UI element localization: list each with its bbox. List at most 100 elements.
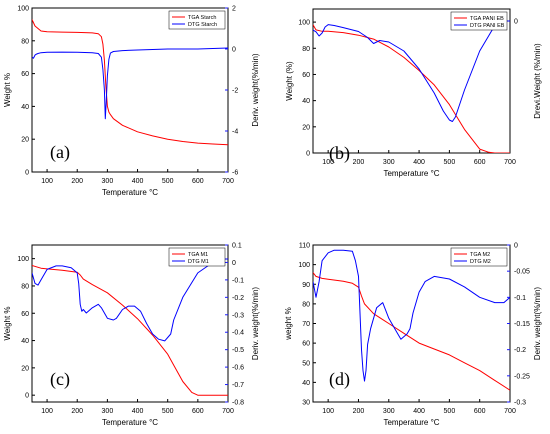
y-right-tick-label: -0.5 (232, 347, 244, 354)
y-right-tick-label: -0.1 (514, 295, 526, 302)
y-left-tick-label: 50 (302, 360, 310, 367)
x-tick-label: 100 (322, 408, 334, 415)
panel-label: (c) (50, 369, 70, 390)
x-tick-label: 400 (413, 159, 425, 166)
x-tick-label: 100 (41, 178, 53, 185)
y-left-tick-label: 100 (17, 256, 29, 263)
plot-frame (312, 8, 511, 154)
y-left-tick-label: 20 (21, 137, 29, 144)
y-left-tick-label: 40 (302, 380, 310, 387)
y-left-tick-label: 60 (21, 71, 29, 78)
y-right-tick-label: -0.05 (514, 269, 530, 276)
panel-label: (b) (329, 143, 350, 164)
panel-d: 100 200 300 400 500 600 700 30 40 50 60 70 80 90 100 11… (284, 243, 542, 428)
y-left-axis-title: weight % (284, 307, 293, 340)
y-left-tick-label: 60 (302, 72, 310, 79)
panel-label: (a) (50, 142, 70, 163)
y-right-tick-label: -0.4 (232, 330, 244, 337)
plot-frame (31, 244, 229, 403)
y-left-tick-label: 80 (21, 283, 29, 290)
y-right-tick-label: -0.7 (232, 382, 244, 389)
x-tick-label: 600 (192, 178, 204, 185)
x-tick-label: 200 (71, 178, 83, 185)
panel-label: (d) (329, 369, 350, 390)
x-tick-label: 100 (41, 408, 53, 415)
series-line-tga (313, 24, 510, 153)
y-left-tick-label: 100 (298, 262, 310, 269)
y-right-tick-label: -0.3 (232, 312, 244, 319)
x-tick-label: 200 (353, 159, 365, 166)
y-right-tick-label: 2 (232, 6, 236, 13)
y-right-tick-label: -0.15 (514, 321, 530, 328)
y-right-axis-title: Deriv. weight(%/min) (251, 287, 260, 361)
series-line-dtg (313, 20, 510, 122)
y-right-tick-label: -2 (232, 88, 238, 95)
y-left-tick-label: 40 (21, 338, 29, 345)
legend-label: DTG M2 (470, 259, 491, 265)
x-tick-label: 300 (102, 178, 114, 185)
x-tick-label: 700 (504, 159, 516, 166)
x-tick-label: 600 (192, 408, 204, 415)
x-tick-label: 400 (413, 408, 425, 415)
panel-b: 100 200 300 400 500 600 700 0 20 40 60 80 100 0 Temper… (285, 8, 542, 178)
x-tick-label: 700 (504, 408, 516, 415)
y-left-axis-title: Weight % (3, 73, 12, 107)
y-left-tick-label: 80 (302, 301, 310, 308)
x-tick-label: 500 (444, 408, 456, 415)
legend-label: DTG Starch (188, 22, 217, 28)
legend-label: TGA M1 (188, 252, 208, 258)
y-right-tick-label: 0 (514, 19, 518, 26)
x-tick-label: 500 (162, 178, 174, 185)
y-left-tick-label: 0 (25, 170, 29, 177)
y-right-tick-label: 0 (514, 243, 518, 250)
legend-label: TGA M2 (470, 252, 490, 258)
x-tick-label: 400 (132, 178, 144, 185)
y-left-tick-label: 30 (302, 400, 310, 407)
y-left-tick-label: 90 (302, 282, 310, 289)
y-right-tick-label: -0.8 (232, 400, 244, 407)
y-right-tick-label: -0.6 (232, 365, 244, 372)
y-right-tick-label: -0.25 (514, 373, 530, 380)
x-axis-title: Temperature °C (383, 169, 439, 178)
x-tick-label: 200 (353, 408, 365, 415)
x-tick-label: 700 (222, 178, 234, 185)
series-line-dtg (313, 249, 510, 382)
y-left-tick-label: 80 (302, 46, 310, 53)
y-right-tick-label: -0.1 (232, 277, 244, 284)
x-tick-label: 300 (102, 408, 114, 415)
y-left-tick-label: 70 (302, 321, 310, 328)
y-right-tick-label: -6 (232, 170, 238, 177)
legend-label: TGA Starch (188, 15, 216, 21)
y-left-tick-label: 100 (17, 6, 29, 13)
x-tick-label: 100 (322, 159, 334, 166)
legend-label: DTG M1 (188, 259, 209, 265)
y-left-tick-label: 40 (21, 104, 29, 111)
y-left-tick-label: 80 (21, 38, 29, 45)
y-left-tick-label: 0 (25, 393, 29, 400)
panel-a: 100 200 300 400 500 600 700 0 20 40 60 80 100 -6 -4 -2 0… (3, 6, 260, 198)
x-axis-title: Temperature °C (102, 418, 158, 427)
y-right-axis-title: Deriv. weight(%/min) (533, 287, 542, 361)
y-left-axis-title: Weight (%) (285, 61, 294, 101)
y-left-tick-label: 60 (21, 311, 29, 318)
y-left-tick-label: 20 (302, 124, 310, 131)
x-tick-label: 400 (132, 408, 144, 415)
x-axis-title: Temperature °C (102, 188, 158, 197)
x-tick-label: 700 (222, 408, 234, 415)
y-right-tick-label: -0.2 (514, 347, 526, 354)
x-tick-label: 300 (383, 159, 395, 166)
y-right-tick-label: 0.1 (232, 243, 242, 250)
y-left-tick-label: 60 (302, 341, 310, 348)
y-left-tick-label: 0 (306, 151, 310, 158)
x-tick-label: 500 (162, 408, 174, 415)
y-left-tick-label: 40 (302, 98, 310, 105)
y-right-tick-label: -0.3 (514, 400, 526, 407)
y-left-tick-label: 100 (298, 20, 310, 27)
series-line-tga (32, 265, 228, 396)
series-line-tga (32, 19, 228, 146)
y-right-axis-title: Deriv. weight(%/min) (251, 53, 260, 127)
x-axis-title: Temperature °C (383, 418, 439, 427)
y-right-tick-label: 0 (232, 260, 236, 267)
